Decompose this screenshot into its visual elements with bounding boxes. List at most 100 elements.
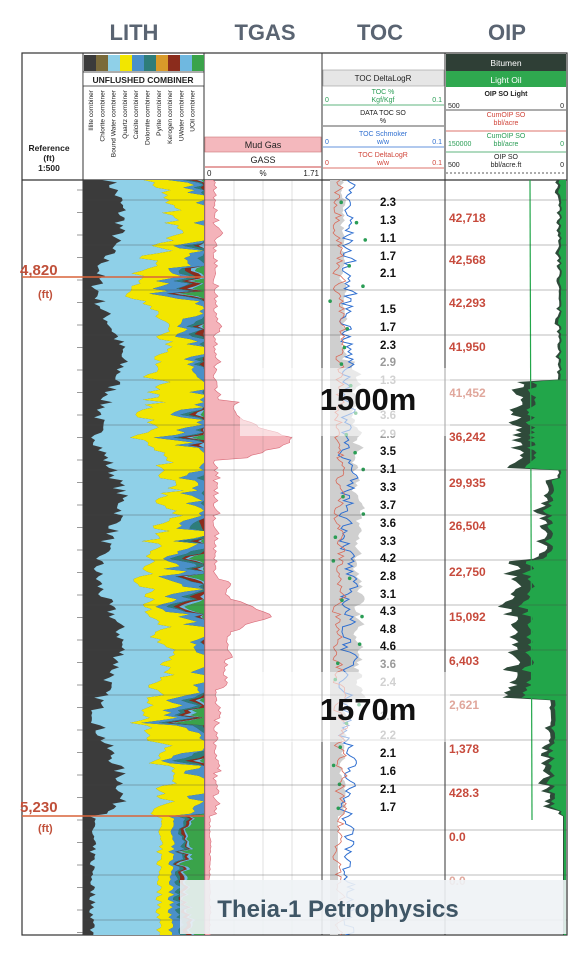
light-oil-header: Light Oil <box>490 75 521 85</box>
oip-value-label: 428.3 <box>449 786 479 800</box>
oip-value-label: 6,403 <box>449 654 479 668</box>
lith-curve-name: Kerogen combiner <box>167 89 174 144</box>
oip-value-label: 42,568 <box>449 253 486 267</box>
toc-value-label: 3.6 <box>380 518 396 530</box>
toc-header-rows: TOC %Kgf/Kgf 0 0.1 DATA TOC SO% TOC Schmoker… <box>323 89 444 169</box>
oip-values: 42,718 42,568 42,293 41,950 41,452 36,242 29,9… <box>449 211 486 888</box>
oip-value-label: 42,718 <box>449 211 486 225</box>
footer-title: Theia-1 Petrophysics <box>217 896 458 923</box>
lith-legend-swatch <box>144 55 156 71</box>
toc-value-label: 3.1 <box>380 589 397 601</box>
toc-header: TOC DeltaLogR <box>355 74 412 83</box>
log-frame <box>21 52 568 936</box>
oip-header-row-unit: bbl/acre <box>494 120 519 127</box>
toc-value-label: 1.5 <box>380 304 397 316</box>
lith-legend-swatch <box>84 55 96 71</box>
depth-mark-5230-unit: (ft) <box>38 823 53 835</box>
toc-value-label: 2.9 <box>380 357 396 369</box>
oip-header-row-name: CumOIP SO <box>487 133 526 140</box>
lith-legend-swatch <box>96 55 108 71</box>
oip-header-row-max: 0 <box>560 141 564 148</box>
oip-value-label: 36,242 <box>449 430 486 444</box>
lith-header: UNFLUSHED COMBINER <box>92 75 193 85</box>
oip-value-label: 1,378 <box>449 742 479 756</box>
lith-legend-swatch <box>168 55 180 71</box>
toc-header-row-max: 0.1 <box>432 160 442 167</box>
toc-header-row-min: 0 <box>325 160 329 167</box>
toc-value-label: 3.7 <box>380 500 396 512</box>
lith-legend-swatch <box>180 55 192 71</box>
lith-curve-name: Quartz combiner <box>122 89 129 139</box>
reference-label: Reference <box>28 143 69 153</box>
toc-values: 2.31.31.11.72.11.51.72.32.91.33.62.93.53… <box>380 197 397 814</box>
oip-value-label: 29,935 <box>449 476 486 490</box>
toc-value-label: 2.3 <box>380 340 396 352</box>
toc-header-row-unit: w/w <box>376 139 390 146</box>
gass-min: 0 <box>207 169 212 178</box>
oip-value-label: 15,092 <box>449 610 486 624</box>
lith-legend-swatch <box>156 55 168 71</box>
lith-legend-swatch <box>132 55 144 71</box>
lith-legend-swatch <box>192 55 204 71</box>
toc-header-row-min: 0 <box>325 139 329 146</box>
track-title-tgas: TGAS <box>234 20 295 45</box>
toc-value-label: 4.8 <box>380 624 397 636</box>
oip-header-row-name: OIP SO <box>494 154 519 161</box>
oip-value-label: 0.0 <box>449 830 466 844</box>
oip-header-row-max: 0 <box>560 162 564 169</box>
toc-header-row-unit: % <box>380 118 386 125</box>
oip-value-label: 42,293 <box>449 296 486 310</box>
depth-mark-5230: 5,230 <box>20 799 58 816</box>
oip-header-row-unit: bbl/acre.ft <box>491 162 522 169</box>
toc-value-label: 2.1 <box>380 268 397 280</box>
toc-value-label: 4.6 <box>380 641 396 653</box>
bitumen-header: Bitumen <box>490 58 521 68</box>
tgas-track <box>204 180 293 935</box>
toc-value-label: 2.1 <box>380 784 397 796</box>
toc-header-row-name: DATA TOC SO <box>360 110 406 117</box>
oip-header-row-unit: bbl/acre <box>494 141 519 148</box>
toc-header-row-name: TOC % <box>372 89 395 96</box>
toc-value-label: 1.6 <box>380 766 396 778</box>
gass-max: 1.71 <box>303 169 319 178</box>
oip-header-row-min: 150000 <box>448 141 471 148</box>
toc-header-row-unit: w/w <box>376 160 390 167</box>
reference-unit: (ft) <box>43 153 54 163</box>
track-title-toc: TOC <box>357 20 403 45</box>
oip-value-label: 41,452 <box>449 386 486 400</box>
oip-value-label: 22,750 <box>449 565 486 579</box>
mud-gas-box <box>204 136 322 153</box>
oip-header-row-min: 500 <box>448 103 460 110</box>
footer-banner <box>180 880 566 934</box>
gass-unit: % <box>259 169 266 178</box>
lith-curve-name: Illite combiner <box>88 89 95 130</box>
track-title-lith: LITH <box>110 20 159 45</box>
oip-value-label: 2,621 <box>449 698 479 712</box>
reference-track <box>77 189 83 933</box>
lith-legend <box>84 55 204 71</box>
toc-value-label: 1.7 <box>380 322 396 334</box>
toc-value-label: 3.1 <box>380 464 397 476</box>
toc-header-row-name: TOC Schmoker <box>359 131 408 138</box>
oip-header-row-min: 500 <box>448 162 460 169</box>
lith-curve-name: Calcite combiner <box>133 89 140 139</box>
oip-value-label: 41,950 <box>449 340 486 354</box>
lith-curve-name: UWater combiner <box>178 89 185 141</box>
toc-value-label: 3.3 <box>380 536 396 548</box>
toc-value-label: 2.8 <box>380 571 397 583</box>
toc-value-label: 3.3 <box>380 482 396 494</box>
lith-legend-swatch <box>120 55 132 71</box>
toc-value-label: 4.3 <box>380 606 396 618</box>
toc-value-label: 1.7 <box>380 251 396 263</box>
toc-value-label: 4.2 <box>380 553 396 565</box>
toc-value-label: 1.1 <box>380 233 397 245</box>
depth-mark-4820-unit: (ft) <box>38 289 53 301</box>
toc-track <box>328 180 368 935</box>
lith-curve-names: Illite combiner Chlorite combiner Bound Wa… <box>88 89 197 157</box>
oip-header-row-name: CumOIP SO <box>487 112 526 119</box>
lith-track <box>83 180 204 935</box>
lith-legend-swatch <box>108 55 120 71</box>
depth-grid <box>83 180 567 935</box>
lith-curve-name: Bound Water combiner <box>111 89 118 157</box>
